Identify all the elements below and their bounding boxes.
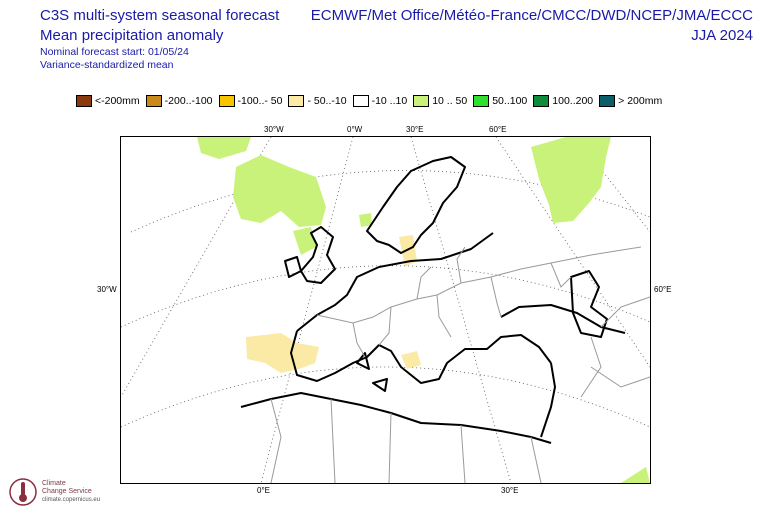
coast-britain bbox=[300, 226, 336, 284]
legend-label: 100..200 bbox=[552, 95, 594, 107]
lon-label-top: 60°E bbox=[489, 125, 507, 134]
legend-swatch bbox=[288, 95, 305, 107]
lon-label-top: 30°E bbox=[406, 125, 424, 134]
coast-sicily bbox=[372, 378, 388, 392]
thermometer-logo-icon bbox=[9, 478, 37, 506]
map-subtitle: Mean precipitation anomaly bbox=[40, 27, 224, 44]
country-borders bbox=[270, 246, 651, 484]
legend-label: 50..100 bbox=[492, 95, 528, 107]
coast-corsica bbox=[356, 352, 370, 370]
title-block: C3S multi-system seasonal forecast Mean … bbox=[40, 6, 279, 72]
dry-area bbox=[401, 351, 421, 369]
lon-label-bottom: 30°E bbox=[501, 486, 519, 495]
dry-area bbox=[399, 235, 417, 267]
map-title: C3S multi-system seasonal forecast bbox=[40, 7, 280, 24]
legend-label: - 50..-10 bbox=[307, 95, 347, 107]
legend-item: 50..100 bbox=[473, 95, 527, 107]
lon-label-left: 30°W bbox=[97, 285, 117, 294]
models-label: ECMWF/Met Office/Météo-France/CMCC/DWD/N… bbox=[310, 7, 753, 24]
copernicus-logo: Climate Change Service climate.copernicu… bbox=[8, 476, 100, 508]
legend-item: > 200mm bbox=[599, 95, 662, 107]
dry-anomaly-areas bbox=[246, 235, 421, 373]
wet-area bbox=[293, 227, 316, 255]
legend-item: 100..200 bbox=[533, 95, 593, 107]
legend-label: -200..-100 bbox=[164, 95, 213, 107]
legend-item: -10 ..10 bbox=[352, 95, 408, 107]
legend-item: -200..-100 bbox=[145, 95, 213, 107]
legend: <-200mm -200..-100 -100..- 50 - 50..-10 … bbox=[76, 95, 668, 107]
legend-swatch bbox=[533, 95, 550, 107]
forecast-start: Nominal forecast start: 01/05/24 bbox=[40, 46, 189, 58]
map-frame bbox=[120, 136, 651, 484]
legend-label: -10 ..10 bbox=[371, 95, 408, 107]
dry-area bbox=[246, 333, 319, 373]
coast-north-africa bbox=[240, 392, 552, 444]
wet-area bbox=[197, 137, 251, 159]
lon-label-top: 0°W bbox=[347, 125, 363, 134]
season-label: JJA 2024 bbox=[691, 27, 753, 44]
legend-item: - 50..-10 bbox=[288, 95, 347, 107]
coast-levant bbox=[540, 362, 556, 438]
legend-swatch bbox=[473, 95, 490, 107]
legend-item: <-200mm bbox=[76, 95, 140, 107]
legend-swatch bbox=[413, 95, 430, 107]
europe-map bbox=[120, 136, 651, 484]
coast-caspian bbox=[570, 270, 608, 338]
legend-item: -100..- 50 bbox=[218, 95, 283, 107]
legend-swatch bbox=[145, 95, 162, 107]
logo-line1: Climate bbox=[42, 480, 66, 487]
lon-label-bottom: 0°E bbox=[257, 486, 270, 495]
models-block: ECMWF/Met Office/Météo-France/CMCC/DWD/N… bbox=[311, 6, 753, 46]
legend-swatch bbox=[352, 95, 369, 107]
legend-label: -100..- 50 bbox=[237, 95, 283, 107]
lon-label-top: 30°W bbox=[264, 125, 284, 134]
method-label: Variance-standardized mean bbox=[40, 59, 174, 71]
wet-anomaly-areas bbox=[197, 137, 650, 483]
legend-swatch bbox=[218, 95, 235, 107]
coast-scandinavia bbox=[366, 156, 466, 254]
legend-swatch bbox=[599, 95, 616, 107]
wet-area bbox=[531, 137, 611, 223]
wet-area bbox=[359, 213, 372, 227]
lon-label-right: 60°E bbox=[654, 285, 672, 294]
logo-text: Climate Change Service climate.copernicu… bbox=[42, 480, 100, 504]
coast-mediterranean-north bbox=[290, 330, 552, 384]
legend-label: > 200mm bbox=[618, 95, 663, 107]
logo-url: climate.copernicus.eu bbox=[42, 497, 101, 503]
wet-area bbox=[233, 155, 326, 227]
logo-line2: Change Service bbox=[42, 488, 92, 495]
coast-ireland bbox=[284, 256, 302, 278]
legend-item: 10 .. 50 bbox=[413, 95, 467, 107]
legend-label: <-200mm bbox=[95, 95, 140, 107]
wet-area bbox=[621, 467, 650, 483]
coast-north-europe bbox=[296, 232, 494, 332]
legend-label: 10 .. 50 bbox=[432, 95, 468, 107]
legend-swatch bbox=[76, 95, 92, 107]
